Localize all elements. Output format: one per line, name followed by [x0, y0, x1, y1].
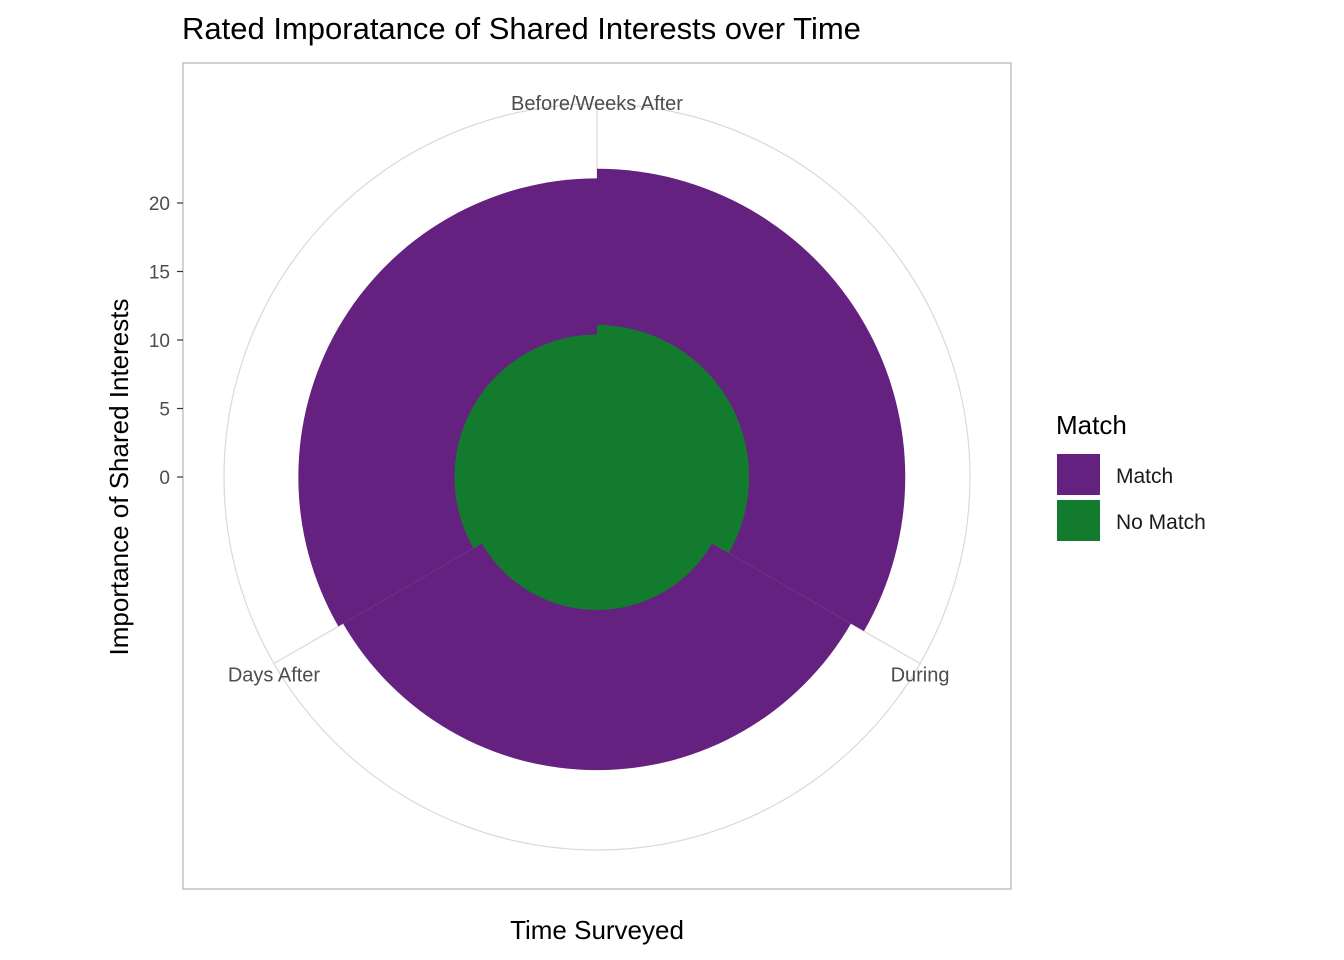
legend-swatch-no-match: [1057, 500, 1100, 541]
bar-no-match-1: [481, 477, 713, 610]
bar-no-match-2: [454, 334, 597, 549]
category-label-before-weeks-after: Before/Weeks After: [511, 93, 683, 115]
category-label-during: During: [891, 665, 950, 687]
y-tick-label: 10: [149, 331, 170, 352]
y-tick-label: 0: [159, 468, 170, 489]
legend: Match Match No Match: [1056, 410, 1206, 541]
y-tick-label: 15: [149, 263, 170, 284]
y-axis-ticks: 0 5 10 15 20: [149, 194, 183, 489]
legend-label-match: Match: [1116, 465, 1173, 488]
legend-title: Match: [1056, 410, 1127, 440]
chart-title: Rated Imporatance of Shared Interests ov…: [182, 11, 861, 46]
legend-swatch-match: [1057, 454, 1100, 495]
x-axis-title: Time Surveyed: [510, 915, 684, 945]
y-axis-title: Importance of Shared Interests: [104, 299, 134, 656]
category-label-days-after: Days After: [228, 665, 321, 687]
bar-no-match-0: [597, 324, 750, 554]
y-tick-label: 20: [149, 194, 170, 215]
series-no-match: [454, 324, 750, 610]
legend-label-no-match: No Match: [1116, 511, 1206, 534]
bar-match-1: [343, 477, 851, 771]
y-tick-label: 5: [159, 400, 170, 421]
